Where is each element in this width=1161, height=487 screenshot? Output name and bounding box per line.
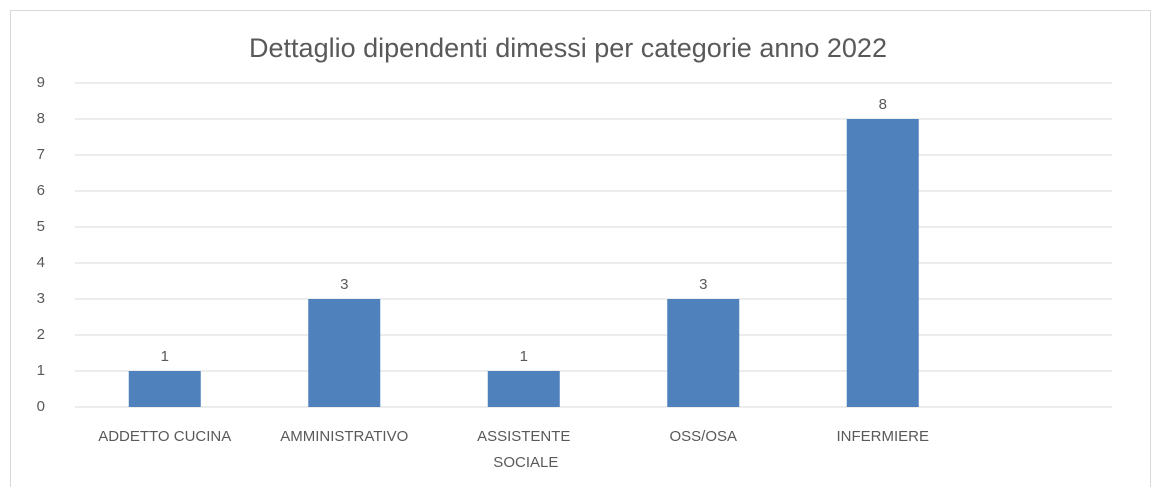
y-tick-label: 0 xyxy=(37,398,45,415)
data-label: 1 xyxy=(161,348,169,365)
data-label: 1 xyxy=(520,348,528,365)
y-tick-label: 8 xyxy=(37,110,45,127)
y-tick-label: 5 xyxy=(37,218,45,235)
x-tick-label: ADDETTO CUCINA xyxy=(98,428,231,445)
x-tick-label: AMMINISTRATIVO xyxy=(280,428,408,445)
bar xyxy=(667,299,740,407)
bar xyxy=(846,119,919,407)
y-tick-label: 9 xyxy=(37,74,45,91)
data-label: 8 xyxy=(879,96,887,113)
y-tick-label: 7 xyxy=(37,146,45,163)
y-tick-label: 3 xyxy=(37,290,45,307)
data-label: 3 xyxy=(340,276,348,293)
chart-frame xyxy=(10,10,1151,487)
y-tick-label: 1 xyxy=(37,362,45,379)
y-tick-label: 2 xyxy=(37,326,45,343)
chart-title: Dettaglio dipendenti dimessi per categor… xyxy=(249,33,887,63)
x-tick-label: ASSISTENTE SOCIALE xyxy=(477,428,570,471)
bar xyxy=(487,371,560,407)
data-label: 3 xyxy=(699,276,707,293)
x-tick-label: OSS/OSA xyxy=(669,428,737,445)
x-tick-label: INFERMIERE xyxy=(836,428,929,445)
bar xyxy=(308,299,381,407)
y-tick-label: 6 xyxy=(37,182,45,199)
y-tick-label: 4 xyxy=(37,254,45,271)
bar xyxy=(128,371,201,407)
